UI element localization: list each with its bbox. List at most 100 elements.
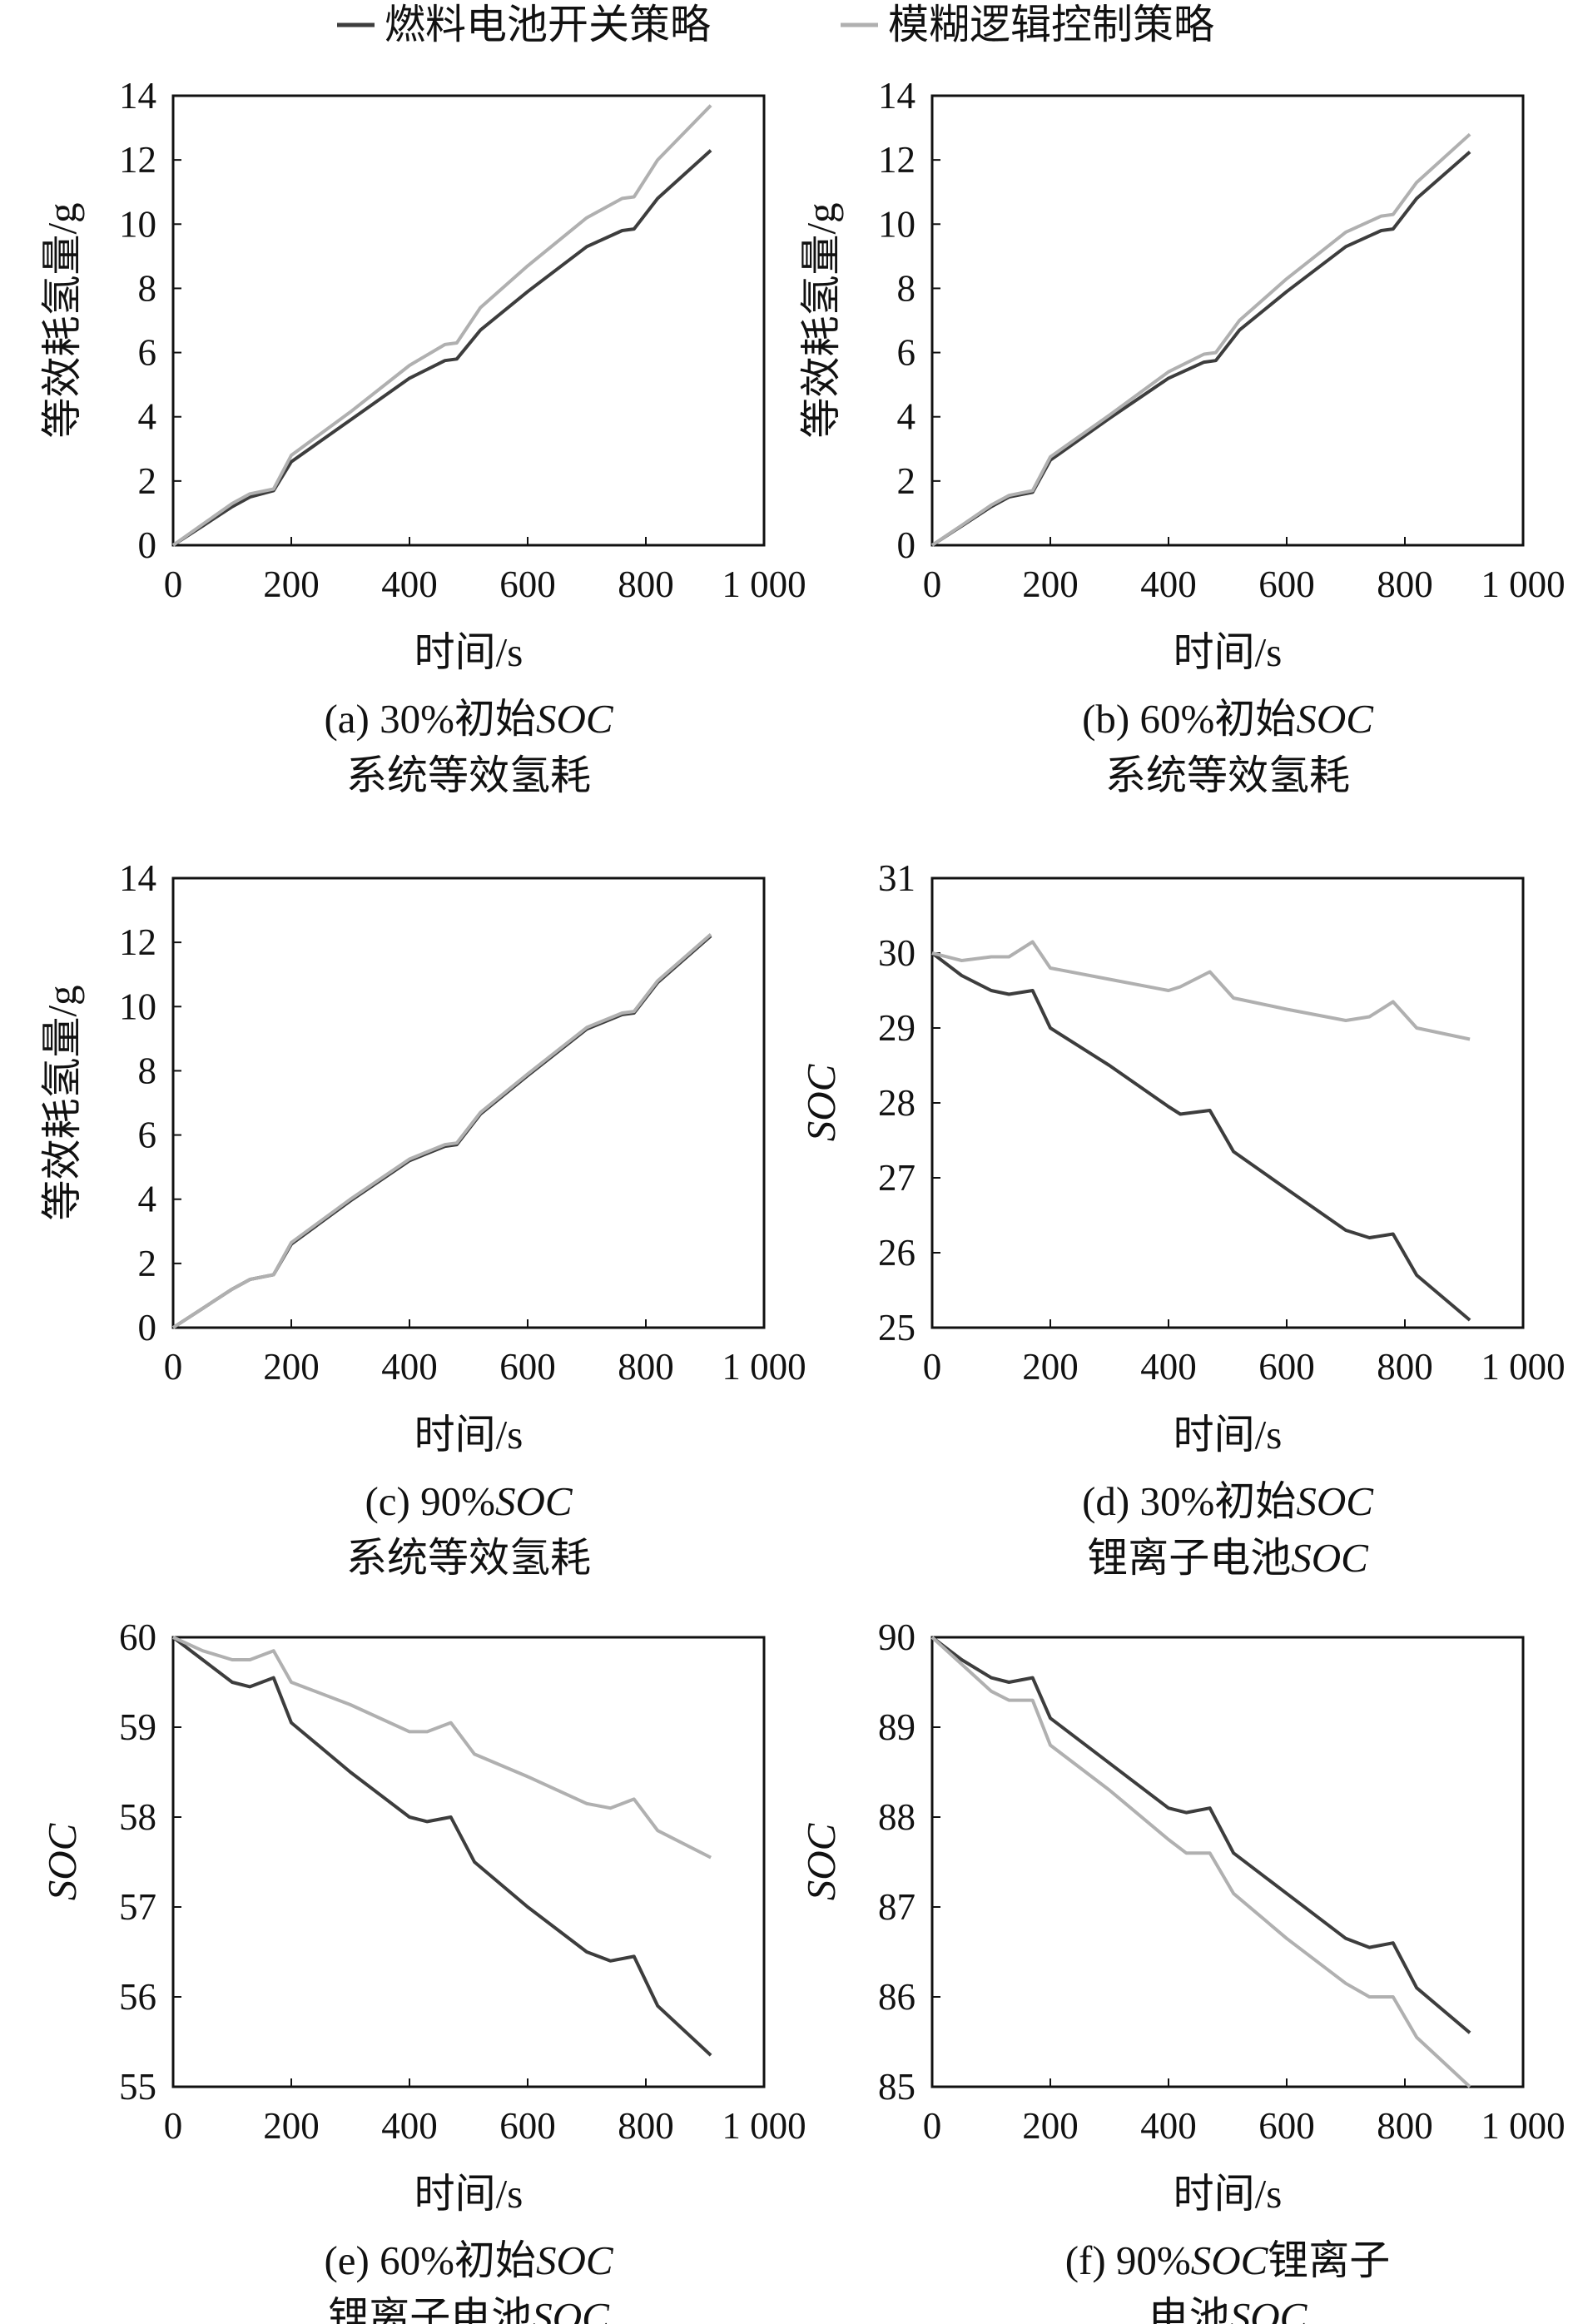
caption-line-2: 电池SOC	[1149, 2294, 1308, 2324]
x-tick-label: 1 000	[722, 1346, 806, 1388]
y-axis-title: SOC	[798, 1063, 844, 1141]
y-tick-label: 4	[138, 396, 157, 438]
y-tick-label: 14	[119, 75, 156, 117]
legend-label-fuzzy-logic: 模糊逻辑控制策略	[888, 2, 1214, 47]
y-tick-label: 4	[138, 1179, 157, 1220]
caption-line-2: 锂离子电池SOC	[328, 2294, 610, 2324]
y-tick-label: 60	[119, 1616, 156, 1658]
x-tick-label: 200	[1022, 2105, 1079, 2147]
plot-frame	[930, 1636, 1525, 2088]
y-tick-label: 25	[878, 1307, 916, 1348]
y-axis-title: 等效耗氢量/g	[39, 202, 85, 438]
series-line-fuel-cell-switch	[930, 150, 1471, 547]
x-axis-title: 时间/s	[414, 1412, 524, 1457]
x-tick-label: 600	[1258, 564, 1315, 605]
x-tick-label: 0	[164, 564, 183, 605]
y-tick-label: 58	[119, 1796, 156, 1838]
series-line-fuzzy-logic	[171, 932, 712, 1329]
caption-line-2: 系统等效氢耗	[346, 752, 591, 798]
panel-c: 0 200 400 600 800 1 000 0 2 4 6 8 10 12 14 时间/s 等效耗氢量/g…	[39, 857, 806, 1581]
series-line-fuzzy-logic	[930, 132, 1471, 547]
y-tick-label: 57	[119, 1886, 156, 1928]
x-tick-label: 1 000	[722, 2105, 806, 2147]
y-tick-label: 87	[878, 1886, 916, 1928]
y-tick-label: 85	[878, 2066, 916, 2108]
series-line-fuel-cell-switch	[171, 934, 712, 1329]
series-line-fuzzy-logic	[172, 1636, 712, 1860]
y-tick-label: 88	[878, 1796, 916, 1838]
x-tick-label: 600	[499, 564, 556, 605]
caption-line-1: (a) 30%初始SOC	[324, 696, 613, 742]
y-tick-label: 8	[897, 267, 916, 309]
x-tick-label: 1 000	[1481, 564, 1565, 605]
series-line-fuel-cell-switch	[930, 951, 1471, 1322]
x-axis-title: 时间/s	[1174, 1412, 1283, 1457]
caption-line-2: 系统等效氢耗	[346, 1535, 591, 1581]
x-tick-label: 800	[618, 1346, 674, 1388]
legend-item-fuel-cell-switch: 燃料电池开关策略	[337, 2, 711, 47]
x-tick-label: 600	[499, 2105, 556, 2147]
y-tick-label: 10	[119, 986, 156, 1027]
panel-e: 0 200 400 600 800 1 000 55 56 57 58 59 60 时间/s SOC (e)…	[39, 1616, 806, 2324]
y-tick-label: 59	[119, 1706, 156, 1748]
caption-line-1: (e) 60%初始SOC	[324, 2237, 613, 2283]
x-tick-label: 800	[618, 2105, 674, 2147]
y-tick-label: 56	[119, 1976, 156, 2018]
y-tick-label: 4	[897, 396, 916, 438]
x-tick-label: 1 000	[722, 564, 806, 605]
plot-frame	[171, 1636, 766, 2088]
legend-label-fuel-cell-switch: 燃料电池开关策略	[385, 2, 711, 47]
y-tick-label: 2	[138, 1243, 157, 1284]
x-axis-title: 时间/s	[1174, 2171, 1283, 2217]
x-tick-label: 800	[1377, 2105, 1433, 2147]
chart-panels: 0 200 400 600 800 1 00002468101214时间/s等效耗氢量/g…	[39, 75, 1566, 2324]
caption-line-1: (f) 90%SOC锂离子	[1065, 2237, 1391, 2283]
y-axis-title: SOC	[39, 1822, 85, 1900]
x-tick-label: 400	[1140, 2105, 1197, 2147]
y-axis-title: 等效耗氢量/g	[39, 985, 85, 1220]
caption-line-1: (c) 90%SOC	[365, 1478, 573, 1524]
y-tick-label: 30	[878, 932, 916, 974]
x-tick-label: 0	[923, 564, 942, 605]
x-tick-label: 200	[1022, 1346, 1079, 1388]
series-line-fuel-cell-switch	[930, 1636, 1471, 2034]
x-tick-label: 800	[1377, 564, 1433, 605]
caption-line-1: (d) 30%初始SOC	[1082, 1478, 1374, 1524]
x-tick-label: 800	[1377, 1346, 1433, 1388]
y-tick-label: 6	[138, 332, 157, 374]
panel-f: 0 200 400 600 800 1 000 85 86 87 88 89 90 时间/s SOC (f)…	[798, 1616, 1566, 2324]
y-tick-label: 86	[878, 1976, 916, 2018]
series-line-fuzzy-logic	[930, 1636, 1471, 2088]
y-tick-label: 89	[878, 1706, 916, 1748]
x-tick-label: 200	[263, 564, 320, 605]
x-tick-label: 400	[1140, 564, 1197, 605]
x-tick-label: 600	[499, 1346, 556, 1388]
x-tick-label: 1 000	[1481, 2105, 1565, 2147]
y-tick-label: 2	[138, 460, 157, 502]
y-tick-label: 14	[119, 857, 156, 899]
x-tick-label: 400	[381, 2105, 438, 2147]
x-axis-title: 时间/s	[414, 2171, 524, 2217]
legend: 燃料电池开关策略 模糊逻辑控制策略	[337, 2, 1214, 47]
y-tick-label: 2	[897, 460, 916, 502]
y-tick-label: 90	[878, 1616, 916, 1658]
y-tick-label: 8	[138, 1050, 157, 1091]
series-line-fuzzy-logic	[931, 940, 1471, 1041]
caption-line-1: (b) 60%初始SOC	[1082, 696, 1374, 742]
y-tick-label: 55	[119, 2066, 156, 2108]
x-tick-label: 200	[263, 2105, 320, 2147]
y-tick-label: 12	[119, 921, 156, 963]
y-tick-label: 26	[878, 1232, 916, 1274]
y-tick-label: 28	[878, 1082, 916, 1124]
plot-frame	[930, 94, 1525, 547]
y-tick-label: 27	[878, 1157, 916, 1199]
y-tick-label: 6	[897, 332, 916, 374]
x-tick-label: 0	[164, 1346, 183, 1388]
series-line-fuel-cell-switch	[171, 149, 712, 547]
x-tick-label: 0	[923, 1346, 942, 1388]
y-tick-label: 14	[878, 75, 916, 117]
legend-item-fuzzy-logic: 模糊逻辑控制策略	[841, 2, 1214, 47]
x-tick-label: 200	[1022, 564, 1079, 605]
y-axis-title: 等效耗氢量/g	[798, 202, 844, 438]
